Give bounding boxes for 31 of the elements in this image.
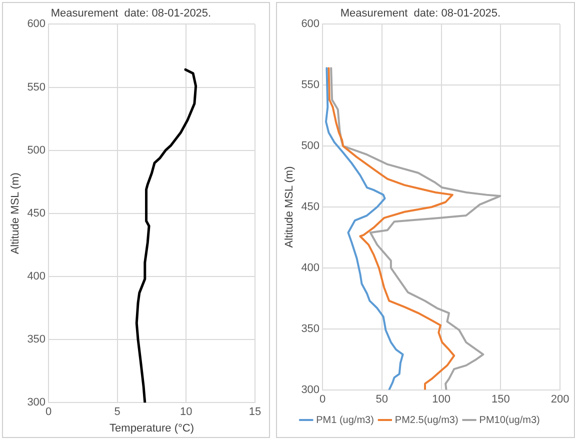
y-tick-label: 400 (27, 270, 46, 282)
y-tick-label: 300 (27, 396, 46, 409)
y-tick-label: 500 (27, 144, 46, 156)
y-tick-label: 550 (27, 81, 46, 94)
y-tick-label: 450 (301, 201, 320, 214)
y-tick-label: 400 (301, 262, 320, 274)
x-tick-label: 10 (180, 406, 192, 418)
legend-label: PM2.5(ug/m3) (394, 414, 458, 426)
x-tick-label: 150 (491, 393, 510, 406)
y-axis-title: Altitude MSL (m) (10, 172, 22, 254)
y-tick-label: 600 (301, 18, 320, 30)
y-tick-label: 550 (301, 79, 320, 92)
x-tick-label: 0 (319, 393, 326, 406)
x-tick-label: 100 (432, 393, 450, 406)
y-tick-label: 450 (27, 207, 46, 220)
x-tick-label: 0 (45, 406, 52, 418)
x-tick-label: 200 (550, 393, 570, 406)
chart-title: Measurement date: 08-01-2025. (50, 8, 212, 20)
x-tick-label: 15 (248, 406, 262, 418)
y-tick-label: 500 (301, 140, 320, 152)
legend-label: PM1 (ug/m3) (316, 414, 374, 426)
y-axis-title: Altitude MSL (m) (284, 166, 296, 248)
legend-label: PM10(ug/m3) (479, 414, 540, 426)
y-tick-label: 300 (301, 384, 320, 396)
chart-title: Measurement date: 08-01-2025. (340, 8, 501, 20)
x-axis-title: Temperature (°C) (110, 422, 194, 434)
x-tick-label: 5 (114, 406, 120, 418)
y-tick-label: 350 (27, 334, 46, 346)
y-tick-label: 600 (27, 18, 46, 30)
y-tick-label: 350 (301, 322, 320, 335)
x-tick-label: 50 (376, 393, 388, 406)
